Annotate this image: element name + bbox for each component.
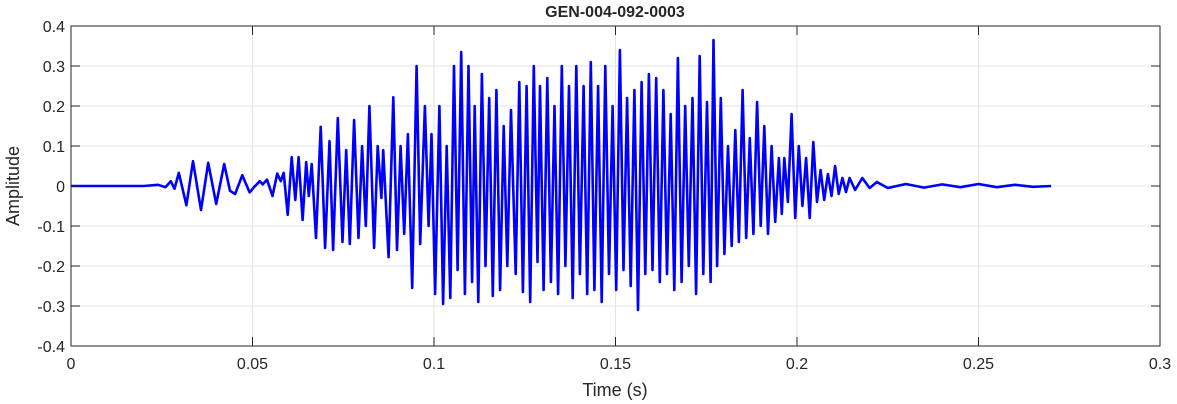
y-tick-label: 0.1 xyxy=(43,139,65,156)
y-tick-label: 0.2 xyxy=(43,99,65,116)
x-tick-label: 0.15 xyxy=(600,356,631,373)
x-tick-label: 0 xyxy=(67,356,76,373)
y-tick-label: -0.3 xyxy=(37,299,65,316)
x-axis-label: Time (s) xyxy=(582,380,647,400)
y-tick-label: 0.4 xyxy=(43,19,65,36)
x-tick-label: 0.25 xyxy=(963,356,994,373)
ticks xyxy=(70,25,1161,347)
x-tick-label: 0.05 xyxy=(237,356,268,373)
y-tick-label: -0.4 xyxy=(37,339,65,356)
grid xyxy=(70,25,1161,347)
waveform-line xyxy=(71,38,1052,312)
x-tick-label: 0.2 xyxy=(786,356,808,373)
y-axis-label: Amplitude xyxy=(3,146,23,226)
y-tick-label: 0 xyxy=(56,179,65,196)
x-tick-label: 0.1 xyxy=(423,356,445,373)
chart-title: GEN-004-092-0003 xyxy=(545,4,685,21)
y-tick-label: -0.1 xyxy=(37,219,65,236)
y-tick-label: 0.3 xyxy=(43,59,65,76)
x-tick-labels: 0 0.05 0.1 0.15 0.2 0.25 0.3 xyxy=(67,356,1172,373)
y-tick-labels: -0.4 -0.3 -0.2 -0.1 0 0.1 0.2 0.3 0.4 xyxy=(37,19,65,356)
y-tick-label: -0.2 xyxy=(37,259,65,276)
x-tick-label: 0.3 xyxy=(1149,356,1171,373)
